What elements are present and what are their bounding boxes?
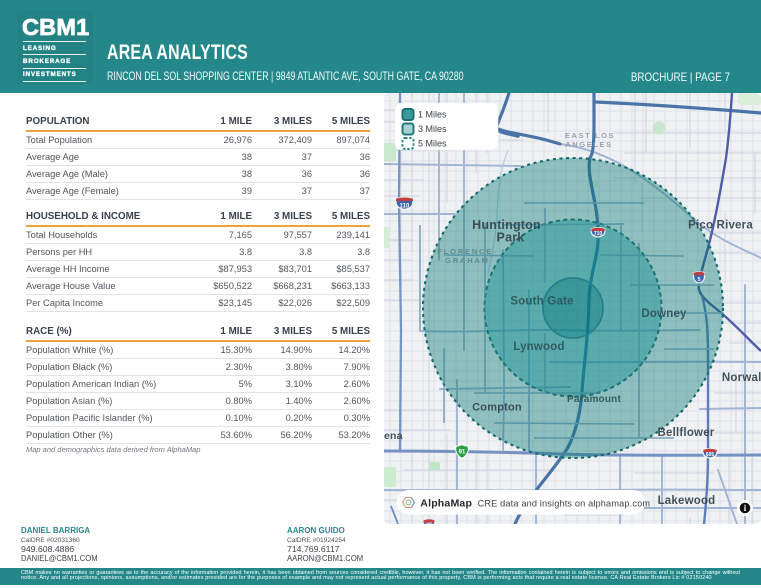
svg-text:Lakewood: Lakewood	[658, 495, 716, 507]
svg-text:405: 405	[426, 522, 434, 524]
svg-text:5 Miles: 5 Miles	[418, 139, 447, 149]
svg-text:Huntington: Huntington	[472, 218, 541, 232]
svg-text:Norwalk: Norwalk	[722, 372, 761, 384]
svg-text:3 Miles: 3 Miles	[418, 124, 447, 134]
svg-text:110: 110	[400, 203, 410, 209]
svg-text:GRAHAM: GRAHAM	[445, 256, 490, 265]
svg-text:710: 710	[594, 231, 603, 237]
svg-text:i: i	[744, 503, 747, 513]
svg-text:EAST LOS: EAST LOS	[565, 131, 615, 140]
svg-text:CRE data and insights on alpha: CRE data and insights on alphamap.com	[478, 499, 651, 509]
svg-text:FLORENCE-: FLORENCE-	[437, 247, 497, 256]
svg-text:Pico Rivera: Pico Rivera	[688, 220, 753, 232]
svg-text:Paramount: Paramount	[567, 394, 622, 405]
svg-text:Park: Park	[497, 231, 525, 245]
svg-text:South Gate: South Gate	[510, 296, 573, 308]
svg-text:AlphaMap: AlphaMap	[420, 498, 472, 510]
svg-text:Bellflower: Bellflower	[658, 427, 715, 439]
svg-text:Downey: Downey	[641, 308, 687, 320]
svg-text:1 Miles: 1 Miles	[418, 110, 447, 120]
svg-text:Compton: Compton	[472, 402, 522, 414]
svg-text:Lynwood: Lynwood	[513, 341, 564, 353]
svg-text:5: 5	[697, 277, 700, 283]
svg-text:605: 605	[706, 452, 715, 458]
svg-text:ANGELES: ANGELES	[565, 140, 612, 149]
svg-text:91: 91	[459, 450, 466, 456]
